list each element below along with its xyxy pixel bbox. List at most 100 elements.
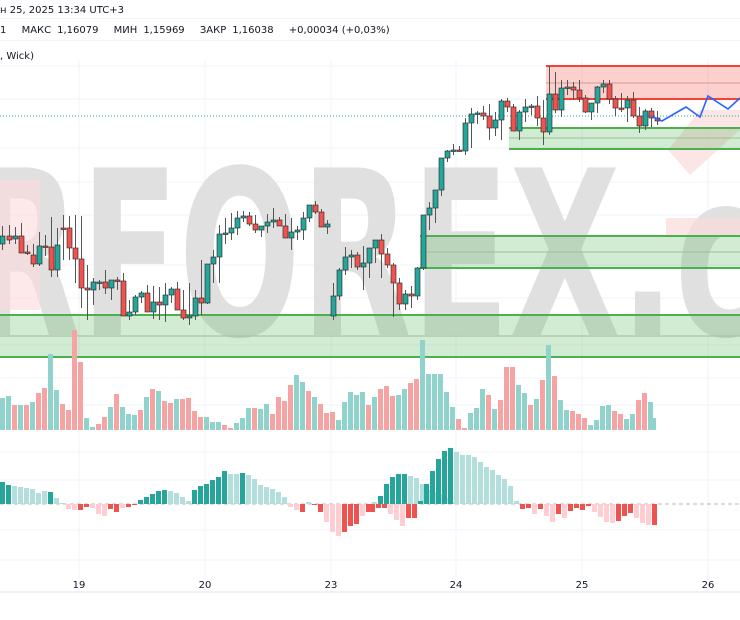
candle-bullish[interactable] <box>288 231 295 239</box>
candle-bearish[interactable] <box>480 112 487 117</box>
candle-bearish[interactable] <box>114 279 121 282</box>
candle-bullish[interactable] <box>372 239 379 249</box>
candle-bullish[interactable] <box>492 119 499 129</box>
candle-bullish[interactable] <box>444 150 451 159</box>
candle-bullish[interactable] <box>468 113 475 124</box>
candle-bullish[interactable] <box>204 263 211 304</box>
candle-bullish[interactable] <box>126 311 133 317</box>
candle-bullish[interactable] <box>210 256 217 265</box>
candle-bullish[interactable] <box>546 93 553 133</box>
candle-bearish[interactable] <box>540 117 547 133</box>
candle-bearish[interactable] <box>282 225 289 239</box>
candle-bullish[interactable] <box>228 227 235 234</box>
candle-bearish[interactable] <box>246 215 253 225</box>
candle-bearish[interactable] <box>510 106 517 132</box>
candle-bullish[interactable] <box>360 262 367 268</box>
candle-bullish[interactable] <box>192 297 199 317</box>
candle-bullish[interactable] <box>402 293 409 305</box>
candle-bullish[interactable] <box>54 244 61 271</box>
candle-bearish[interactable] <box>486 115 493 129</box>
candle-bearish[interactable] <box>78 258 85 289</box>
candle-bearish[interactable] <box>384 253 391 266</box>
candle-bullish[interactable] <box>168 288 175 296</box>
candle-bullish[interactable] <box>216 233 223 258</box>
candle-bullish[interactable] <box>330 295 337 317</box>
candle-bullish[interactable] <box>366 247 373 264</box>
candle-bearish[interactable] <box>24 251 31 254</box>
candle-bearish[interactable] <box>552 93 559 111</box>
candle-bullish[interactable] <box>138 292 145 298</box>
candle-bearish[interactable] <box>354 254 361 268</box>
candle-bearish[interactable] <box>618 107 625 110</box>
candle-bearish[interactable] <box>174 288 181 311</box>
candle-bearish[interactable] <box>570 86 577 91</box>
candle-bullish[interactable] <box>258 225 265 231</box>
candle-bearish[interactable] <box>180 309 187 319</box>
candle-bullish[interactable] <box>12 235 19 240</box>
candle-bullish[interactable] <box>270 219 277 223</box>
indicator-legend[interactable]: , Wick) <box>0 51 34 62</box>
candle-bullish[interactable] <box>438 157 445 191</box>
candle-bullish[interactable] <box>450 149 457 152</box>
candle-bearish[interactable] <box>6 235 13 241</box>
candle-bearish[interactable] <box>630 99 637 117</box>
candle-bullish[interactable] <box>234 217 241 229</box>
candle-bullish[interactable] <box>498 100 505 121</box>
candle-bearish[interactable] <box>48 246 55 271</box>
candle-bearish[interactable] <box>576 89 583 99</box>
candle-bearish[interactable] <box>456 149 463 152</box>
candle-bullish[interactable] <box>588 102 595 113</box>
candle-bullish[interactable] <box>96 281 103 284</box>
candle-bullish[interactable] <box>522 106 529 113</box>
candle-bullish[interactable] <box>108 279 115 289</box>
candle-bullish[interactable] <box>594 86 601 104</box>
candle-bullish[interactable] <box>432 189 439 209</box>
candle-bearish[interactable] <box>312 204 319 213</box>
candle-bearish[interactable] <box>390 264 397 284</box>
candle-bearish[interactable] <box>378 239 385 255</box>
candle-bullish[interactable] <box>414 267 421 297</box>
candle-bearish[interactable] <box>60 227 67 230</box>
candle-bullish[interactable] <box>528 105 535 108</box>
candle-bullish[interactable] <box>222 232 229 235</box>
candle-bullish[interactable] <box>516 111 523 132</box>
candle-bullish[interactable] <box>132 296 139 313</box>
candle-bearish[interactable] <box>18 235 25 254</box>
candle-bullish[interactable] <box>600 83 607 88</box>
candle-bullish[interactable] <box>474 112 481 115</box>
candle-bullish[interactable] <box>306 204 313 219</box>
candle-bearish[interactable] <box>276 219 283 227</box>
candle-bullish[interactable] <box>642 110 649 127</box>
candle-bullish[interactable] <box>462 122 469 152</box>
candle-bearish[interactable] <box>396 282 403 305</box>
candle-bullish[interactable] <box>342 256 349 271</box>
candle-bearish[interactable] <box>102 281 109 289</box>
candle-bearish[interactable] <box>84 287 91 291</box>
candle-bullish[interactable] <box>324 223 331 228</box>
candle-bearish[interactable] <box>318 211 325 228</box>
candle-bearish[interactable] <box>30 254 37 265</box>
candle-bullish[interactable] <box>240 215 247 219</box>
candle-bearish[interactable] <box>42 245 49 248</box>
candle-bearish[interactable] <box>156 301 163 306</box>
candle-bearish[interactable] <box>120 280 127 317</box>
candle-bullish[interactable] <box>426 207 433 216</box>
candle-bullish[interactable] <box>90 281 97 291</box>
candle-bullish[interactable] <box>420 214 427 269</box>
candle-bearish[interactable] <box>198 297 205 304</box>
candle-bullish[interactable] <box>564 86 571 89</box>
candle-bearish[interactable] <box>504 100 511 108</box>
candle-bullish[interactable] <box>186 315 193 319</box>
candle-bearish[interactable] <box>66 227 73 249</box>
candle-bearish[interactable] <box>144 292 151 313</box>
candle-bullish[interactable] <box>624 99 631 109</box>
candle-bullish[interactable] <box>36 245 43 265</box>
candle-bullish[interactable] <box>300 217 307 231</box>
candle-bullish[interactable] <box>558 87 565 111</box>
candle-bearish[interactable] <box>534 105 541 119</box>
candle-bearish[interactable] <box>252 223 259 231</box>
candle-bearish[interactable] <box>408 293 415 297</box>
candle-bullish[interactable] <box>336 269 343 297</box>
